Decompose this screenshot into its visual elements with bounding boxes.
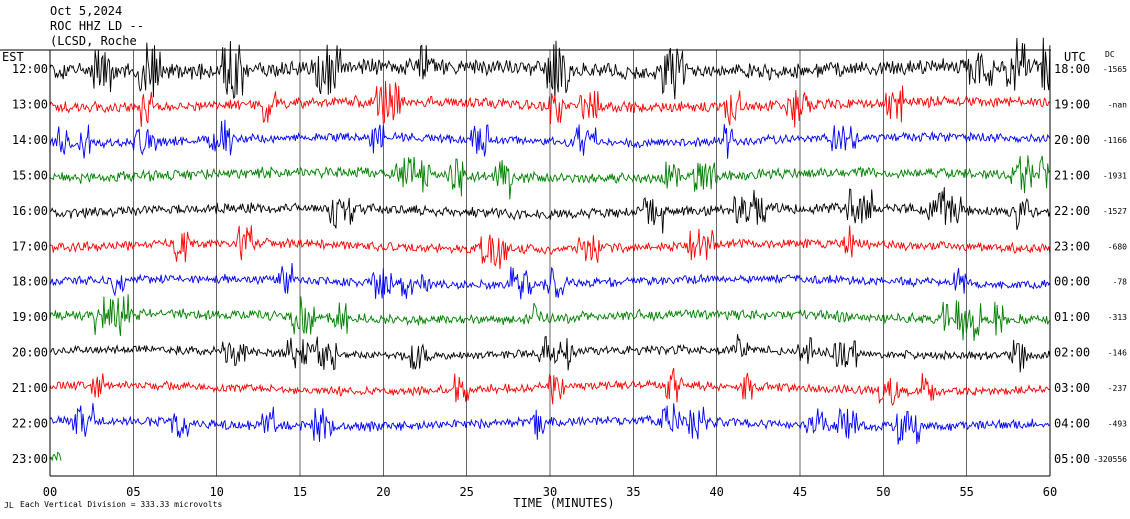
est-tick-label: 15:00 xyxy=(12,168,48,182)
x-tick-label: 45 xyxy=(793,485,807,499)
x-tick-label: 60 xyxy=(1043,485,1057,499)
dc-offset-value: -nan xyxy=(1108,100,1127,109)
x-tick-label: 10 xyxy=(209,485,223,499)
trace-row-1600 xyxy=(49,187,1051,234)
dc-offset-value: -237 xyxy=(1108,384,1127,393)
est-tick-label: 20:00 xyxy=(12,346,48,360)
x-tick-label: 25 xyxy=(459,485,473,499)
utc-hour-labels: 18:00 19:00 20:00 21:00 22:00 23:00 00:00 01:00… xyxy=(1054,62,1090,466)
utc-tick-label: 00:00 xyxy=(1054,275,1090,289)
x-tick-label: 15 xyxy=(293,485,307,499)
trace-row-1300 xyxy=(49,80,1051,128)
dc-offset-value: -1931 xyxy=(1103,171,1127,180)
est-tick-label: 23:00 xyxy=(12,452,48,466)
est-tick-label: 12:00 xyxy=(12,62,48,76)
x-tick-label: 30 xyxy=(543,485,557,499)
trace-row-1900 xyxy=(49,294,1051,341)
trace-row-1700 xyxy=(49,225,1051,270)
dc-offset-value: -493 xyxy=(1108,420,1127,429)
x-tick-label: 00 xyxy=(43,485,57,499)
utc-axis-label: UTC xyxy=(1064,50,1086,64)
utc-tick-label: 04:00 xyxy=(1054,417,1090,431)
est-tick-label: 13:00 xyxy=(12,97,48,111)
est-axis-label: EST xyxy=(2,50,24,64)
utc-tick-label: 21:00 xyxy=(1054,168,1090,182)
trace-row-1200 xyxy=(49,37,1051,101)
utc-tick-label: 22:00 xyxy=(1054,204,1090,218)
x-tick-label: 35 xyxy=(626,485,640,499)
est-tick-label: 21:00 xyxy=(12,381,48,395)
minute-tick-labels: 00 05 10 15 20 25 30 35 40 45 50 55 60 xyxy=(43,485,1057,499)
dc-offset-value: -320556 xyxy=(1093,455,1127,464)
dc-offset-value: -78 xyxy=(1113,278,1128,287)
scale-footer: Each Vertical Division = 333.33 microvol… xyxy=(20,500,222,509)
minute-gridlines xyxy=(133,50,967,476)
dc-offset-value: -1565 xyxy=(1103,65,1127,74)
trace-row-2200 xyxy=(49,403,1051,445)
est-tick-label: 18:00 xyxy=(12,275,48,289)
trace-row-2000 xyxy=(49,334,1051,373)
trace-row-2100 xyxy=(49,367,1050,406)
utc-tick-label: 20:00 xyxy=(1054,133,1090,147)
x-tick-label: 05 xyxy=(126,485,140,499)
dc-offset-value: -680 xyxy=(1108,242,1127,251)
trace-row-1800 xyxy=(49,262,1051,300)
dc-column-label: DC xyxy=(1105,50,1115,59)
header-location: (LCSD, Roche xyxy=(50,34,137,48)
utc-tick-label: 19:00 xyxy=(1054,97,1090,111)
x-tick-label: 50 xyxy=(876,485,890,499)
utc-tick-label: 05:00 xyxy=(1054,452,1090,466)
utc-tick-label: 23:00 xyxy=(1054,239,1090,253)
footer-mark: JL xyxy=(4,501,14,510)
seismic-traces xyxy=(49,37,1051,462)
x-axis-label: TIME (MINUTES) xyxy=(513,496,614,510)
utc-tick-label: 02:00 xyxy=(1054,346,1090,360)
dc-offset-value: -1527 xyxy=(1103,207,1127,216)
x-tick-label: 55 xyxy=(959,485,973,499)
est-tick-label: 22:00 xyxy=(12,417,48,431)
trace-row-2300 xyxy=(49,451,62,462)
x-tick-label: 20 xyxy=(376,485,390,499)
x-tick-label: 40 xyxy=(709,485,723,499)
est-hour-labels: 12:00 13:00 14:00 15:00 16:00 17:00 18:00 19:00… xyxy=(12,62,48,466)
dc-offset-value: -146 xyxy=(1108,349,1127,358)
est-tick-label: 17:00 xyxy=(12,239,48,253)
utc-tick-label: 03:00 xyxy=(1054,381,1090,395)
dc-offset-value: -313 xyxy=(1108,313,1127,322)
est-tick-label: 14:00 xyxy=(12,133,48,147)
est-tick-label: 16:00 xyxy=(12,204,48,218)
utc-tick-label: 01:00 xyxy=(1054,310,1090,324)
header-date: Oct 5,2024 xyxy=(50,4,122,18)
dc-offset-value: -1166 xyxy=(1103,136,1127,145)
trace-row-1400 xyxy=(49,119,1051,159)
trace-row-1500 xyxy=(49,155,1051,200)
header-station: ROC HHZ LD -- xyxy=(50,19,144,33)
dc-offset-values: -1565 -nan -1166 -1931 -1527 -680 -78 -313 -146 -… xyxy=(1093,65,1127,464)
est-tick-label: 19:00 xyxy=(12,310,48,324)
utc-tick-label: 18:00 xyxy=(1054,62,1090,76)
